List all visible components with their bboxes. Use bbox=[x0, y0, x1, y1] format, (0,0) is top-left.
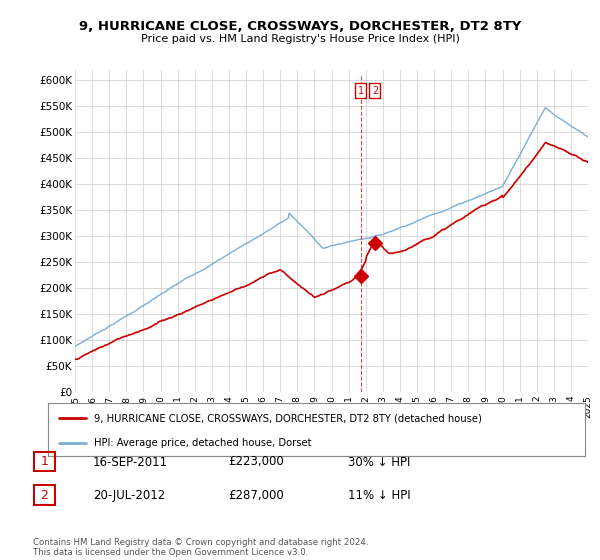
Text: 16-SEP-2011: 16-SEP-2011 bbox=[93, 455, 168, 469]
Text: £223,000: £223,000 bbox=[228, 455, 284, 469]
Text: HPI: Average price, detached house, Dorset: HPI: Average price, detached house, Dors… bbox=[94, 438, 311, 448]
Text: 9, HURRICANE CLOSE, CROSSWAYS, DORCHESTER, DT2 8TY: 9, HURRICANE CLOSE, CROSSWAYS, DORCHESTE… bbox=[79, 20, 521, 32]
Text: 1: 1 bbox=[358, 86, 364, 96]
Text: 2: 2 bbox=[40, 488, 49, 502]
Text: Price paid vs. HM Land Registry's House Price Index (HPI): Price paid vs. HM Land Registry's House … bbox=[140, 34, 460, 44]
Text: 11% ↓ HPI: 11% ↓ HPI bbox=[348, 489, 410, 502]
Text: 30% ↓ HPI: 30% ↓ HPI bbox=[348, 455, 410, 469]
Text: 20-JUL-2012: 20-JUL-2012 bbox=[93, 489, 165, 502]
Text: 9, HURRICANE CLOSE, CROSSWAYS, DORCHESTER, DT2 8TY (detached house): 9, HURRICANE CLOSE, CROSSWAYS, DORCHESTE… bbox=[94, 413, 482, 423]
Text: £287,000: £287,000 bbox=[228, 489, 284, 502]
Text: 1: 1 bbox=[40, 455, 49, 468]
Text: Contains HM Land Registry data © Crown copyright and database right 2024.
This d: Contains HM Land Registry data © Crown c… bbox=[33, 538, 368, 557]
Text: 2: 2 bbox=[372, 86, 378, 96]
